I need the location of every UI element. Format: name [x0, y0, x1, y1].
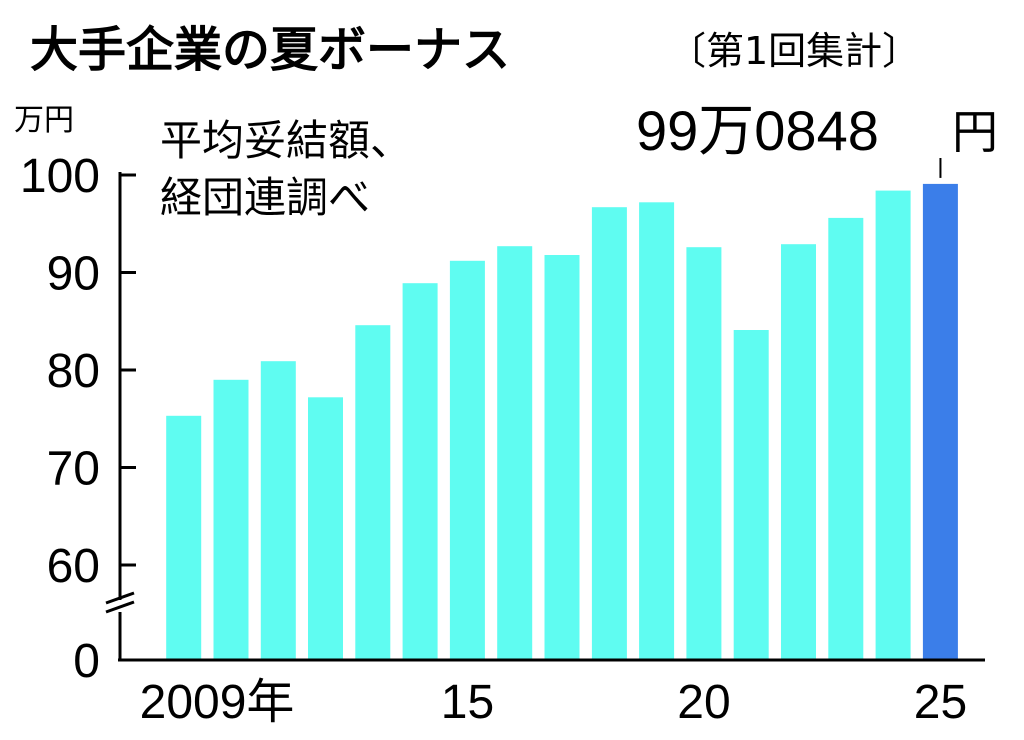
bar-2015 [449, 260, 485, 660]
bar-2016 [497, 246, 533, 660]
bar-2020 [686, 247, 722, 660]
bar-2009 [166, 415, 202, 660]
chart-title: 大手企業の夏ボーナス [30, 22, 510, 78]
x-tick-label-2025: 25 [914, 676, 967, 729]
axis-break-mark-1 [105, 600, 135, 614]
y-tick-label-90: 90 [47, 248, 100, 301]
callout-unit: 円 [952, 105, 998, 159]
bar-2012 [308, 397, 343, 660]
y-axis-unit-label: 万円 [14, 103, 74, 138]
bar-2021 [733, 330, 769, 660]
x-tick-label-2015: 15 [441, 676, 494, 729]
source-note-line-1: 平均妥結額、 [160, 116, 412, 165]
axes: 0 60 70 80 90 100 2009年 15 20 25 [20, 150, 985, 729]
x-tick-label-2020: 20 [677, 676, 730, 729]
axis-break-mark-2 [105, 591, 135, 605]
source-note-line-2: 経団連調べ [160, 173, 370, 222]
callout-value: 99万0848 [636, 99, 879, 162]
y-tick-label-60: 60 [47, 540, 100, 593]
bar-2019 [639, 202, 675, 661]
bar-2023 [828, 217, 864, 660]
y-tick-label-70: 70 [47, 443, 100, 496]
y-tick-label-100: 100 [20, 150, 100, 203]
bar-2010 [213, 379, 249, 661]
bar-2018 [591, 207, 627, 660]
bar-2024 [875, 190, 911, 660]
y-tick-label-0: 0 [73, 635, 100, 688]
chart-subtitle: 〔第1回集計〕 [668, 29, 920, 73]
bar-2022 [781, 244, 816, 660]
y-tick-label-80: 80 [47, 345, 100, 398]
bar-2014 [402, 283, 438, 660]
bar-2011 [260, 361, 296, 660]
bar-2013 [355, 325, 391, 660]
latest-value-callout: 99万0848 円 [636, 99, 998, 162]
bar-series [166, 183, 958, 661]
x-tick-label-2009: 2009年 [140, 676, 295, 729]
bar-2017 [544, 255, 580, 660]
bar-2025 [922, 183, 958, 660]
